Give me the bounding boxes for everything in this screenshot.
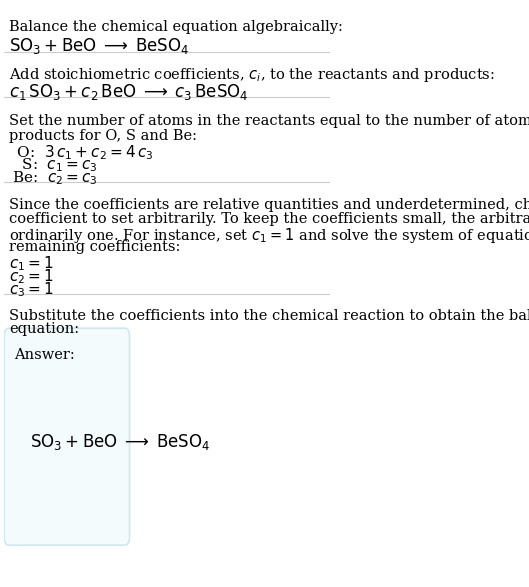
Text: Be:  $c_2 = c_3$: Be: $c_2 = c_3$ [12,170,98,187]
Text: remaining coefficients:: remaining coefficients: [9,239,180,254]
Text: Answer:: Answer: [15,349,75,363]
Text: products for O, S and Be:: products for O, S and Be: [9,129,197,143]
Text: $c_2 = 1$: $c_2 = 1$ [9,268,53,286]
Text: $\mathrm{SO_3} + \mathrm{BeO} \;\longrightarrow\; \mathrm{BeSO_4}$: $\mathrm{SO_3} + \mathrm{BeO} \;\longrig… [30,433,211,453]
Text: coefficient to set arbitrarily. To keep the coefficients small, the arbitrary va: coefficient to set arbitrarily. To keep … [9,212,529,226]
Text: $c_3 = 1$: $c_3 = 1$ [9,281,53,299]
FancyBboxPatch shape [4,328,130,545]
Text: S:  $c_1 = c_3$: S: $c_1 = c_3$ [12,156,98,174]
Text: ordinarily one. For instance, set $c_1 = 1$ and solve the system of equations fo: ordinarily one. For instance, set $c_1 =… [9,226,529,245]
Text: $\mathrm{SO_3} + \mathrm{BeO} \;\longrightarrow\; \mathrm{BeSO_4}$: $\mathrm{SO_3} + \mathrm{BeO} \;\longrig… [9,36,189,56]
Text: Set the number of atoms in the reactants equal to the number of atoms in the: Set the number of atoms in the reactants… [9,114,529,128]
Text: Substitute the coefficients into the chemical reaction to obtain the balanced: Substitute the coefficients into the che… [9,309,529,322]
Text: O:  $3\,c_1 + c_2 = 4\,c_3$: O: $3\,c_1 + c_2 = 4\,c_3$ [12,143,154,162]
Text: equation:: equation: [9,322,79,336]
Text: Balance the chemical equation algebraically:: Balance the chemical equation algebraica… [9,21,343,35]
Text: Add stoichiometric coefficients, $c_i$, to the reactants and products:: Add stoichiometric coefficients, $c_i$, … [9,66,495,84]
Text: $c_1 = 1$: $c_1 = 1$ [9,254,53,273]
Text: $c_1\, \mathrm{SO_3} + c_2\, \mathrm{BeO} \;\longrightarrow\; c_3\, \mathrm{BeSO: $c_1\, \mathrm{SO_3} + c_2\, \mathrm{BeO… [9,82,249,102]
Text: Since the coefficients are relative quantities and underdetermined, choose a: Since the coefficients are relative quan… [9,198,529,212]
